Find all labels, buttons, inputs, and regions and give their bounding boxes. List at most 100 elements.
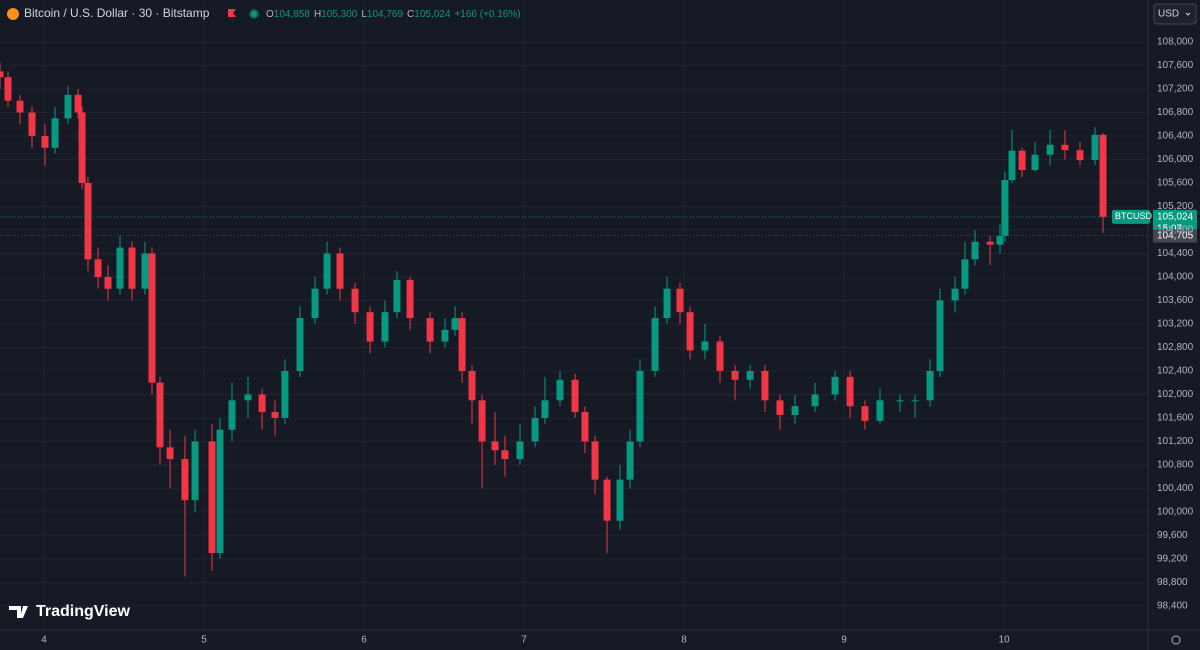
flag-icon (228, 9, 236, 17)
candle-body (1018, 150, 1026, 171)
candle-body (1091, 134, 1099, 161)
candle-body (296, 318, 304, 371)
candle-body (281, 370, 289, 418)
candle-body (961, 259, 969, 289)
y-tick-label: 102,400 (1157, 366, 1194, 377)
candle-body (1031, 154, 1039, 171)
candle-body (128, 247, 136, 289)
ohlc-value: 104,769 (367, 9, 404, 20)
candle-body (94, 259, 102, 277)
candle-body (1001, 180, 1009, 236)
y-tick-label: 100,800 (1157, 460, 1194, 471)
candle-body (761, 370, 769, 401)
symbol-tag: BTCUSD (1115, 211, 1153, 221)
ohlc-value: 105,024 (414, 9, 451, 20)
y-tick-label: 100,000 (1157, 507, 1194, 518)
y-tick-label: 103,200 (1157, 319, 1194, 330)
candle-body (78, 112, 86, 183)
candle-body (208, 441, 216, 554)
y-tick-label: 107,200 (1157, 84, 1194, 95)
candle-body (501, 450, 509, 460)
settings-icon[interactable] (1171, 635, 1181, 645)
candle-body (716, 341, 724, 371)
ohlc-key: L (361, 9, 367, 20)
reference-price: 104,705 (1157, 231, 1194, 242)
candle-body (216, 429, 224, 554)
y-tick-label: 101,600 (1157, 413, 1194, 424)
candle-body (191, 441, 199, 501)
coin-icon (7, 8, 19, 20)
currency-label[interactable]: USD (1158, 9, 1179, 20)
y-tick-label: 101,200 (1157, 436, 1194, 447)
y-tick-label: 107,600 (1157, 60, 1194, 71)
candle-body (258, 394, 266, 413)
candle-body (516, 441, 524, 460)
x-tick-label: 6 (361, 635, 367, 646)
x-tick-label: 7 (521, 635, 527, 646)
candle-body (911, 400, 919, 402)
candle-body (1099, 134, 1107, 217)
candles (0, 62, 1107, 577)
brand-logo (9, 606, 28, 618)
candle-body (746, 370, 754, 380)
candle-body (468, 370, 476, 401)
candle-body (581, 412, 589, 442)
ohlc-value: 104,858 (274, 9, 311, 20)
candle-body (366, 312, 374, 342)
candle-body (996, 235, 1004, 245)
brand-name: TradingView (36, 603, 131, 620)
candle-body (701, 341, 709, 351)
candle-body (571, 379, 579, 413)
y-tick-label: 108,000 (1157, 37, 1194, 48)
candle-body (776, 400, 784, 416)
ohlc-legend: O104,858 H105,300 L104,769 C105,024 +166 (+0… (266, 9, 521, 20)
candle-body (531, 417, 539, 442)
candle-body (491, 441, 499, 451)
candle-body (311, 288, 319, 319)
y-tick-label: 104,400 (1157, 248, 1194, 259)
candle-body (16, 100, 24, 113)
candle-body (686, 312, 694, 351)
candle-body (896, 400, 904, 402)
candle-body (51, 118, 59, 148)
x-tick-label: 9 (841, 635, 847, 646)
y-tick-label: 106,000 (1157, 154, 1194, 165)
candle-body (1061, 144, 1069, 151)
status-dot (251, 11, 257, 17)
candle-body (381, 312, 389, 342)
dropdown-arrow[interactable] (1185, 12, 1191, 16)
countdown: 15:07 (1157, 223, 1182, 234)
candle-body (458, 318, 466, 371)
candle-body (181, 459, 189, 501)
candle-body (541, 400, 549, 418)
candle-body (731, 370, 739, 380)
candle-body (4, 77, 12, 101)
change: +166 (+0.16%) (454, 9, 520, 20)
candle-body (141, 253, 149, 289)
candle-body (616, 479, 624, 521)
candle-body (936, 300, 944, 371)
y-tick-label: 102,000 (1157, 389, 1194, 400)
y-tick-label: 106,400 (1157, 131, 1194, 142)
candle-body (228, 400, 236, 430)
candle-body (846, 376, 854, 407)
y-tick-label: 98,800 (1157, 577, 1188, 588)
candle-body (811, 394, 819, 407)
candle-body (603, 479, 611, 521)
candle-body (478, 400, 486, 442)
y-tick-label: 98,400 (1157, 601, 1188, 612)
candle-body (393, 279, 401, 313)
currency-button[interactable] (1153, 3, 1197, 25)
x-tick-label: 8 (681, 635, 687, 646)
candle-body (591, 441, 599, 480)
candle-body (1046, 144, 1054, 155)
candle-body (271, 412, 279, 418)
y-tick-label: 104,800 (1157, 225, 1194, 236)
last-price: 105,024 (1157, 211, 1194, 222)
candle-body (244, 394, 252, 401)
candle-body (84, 182, 92, 260)
